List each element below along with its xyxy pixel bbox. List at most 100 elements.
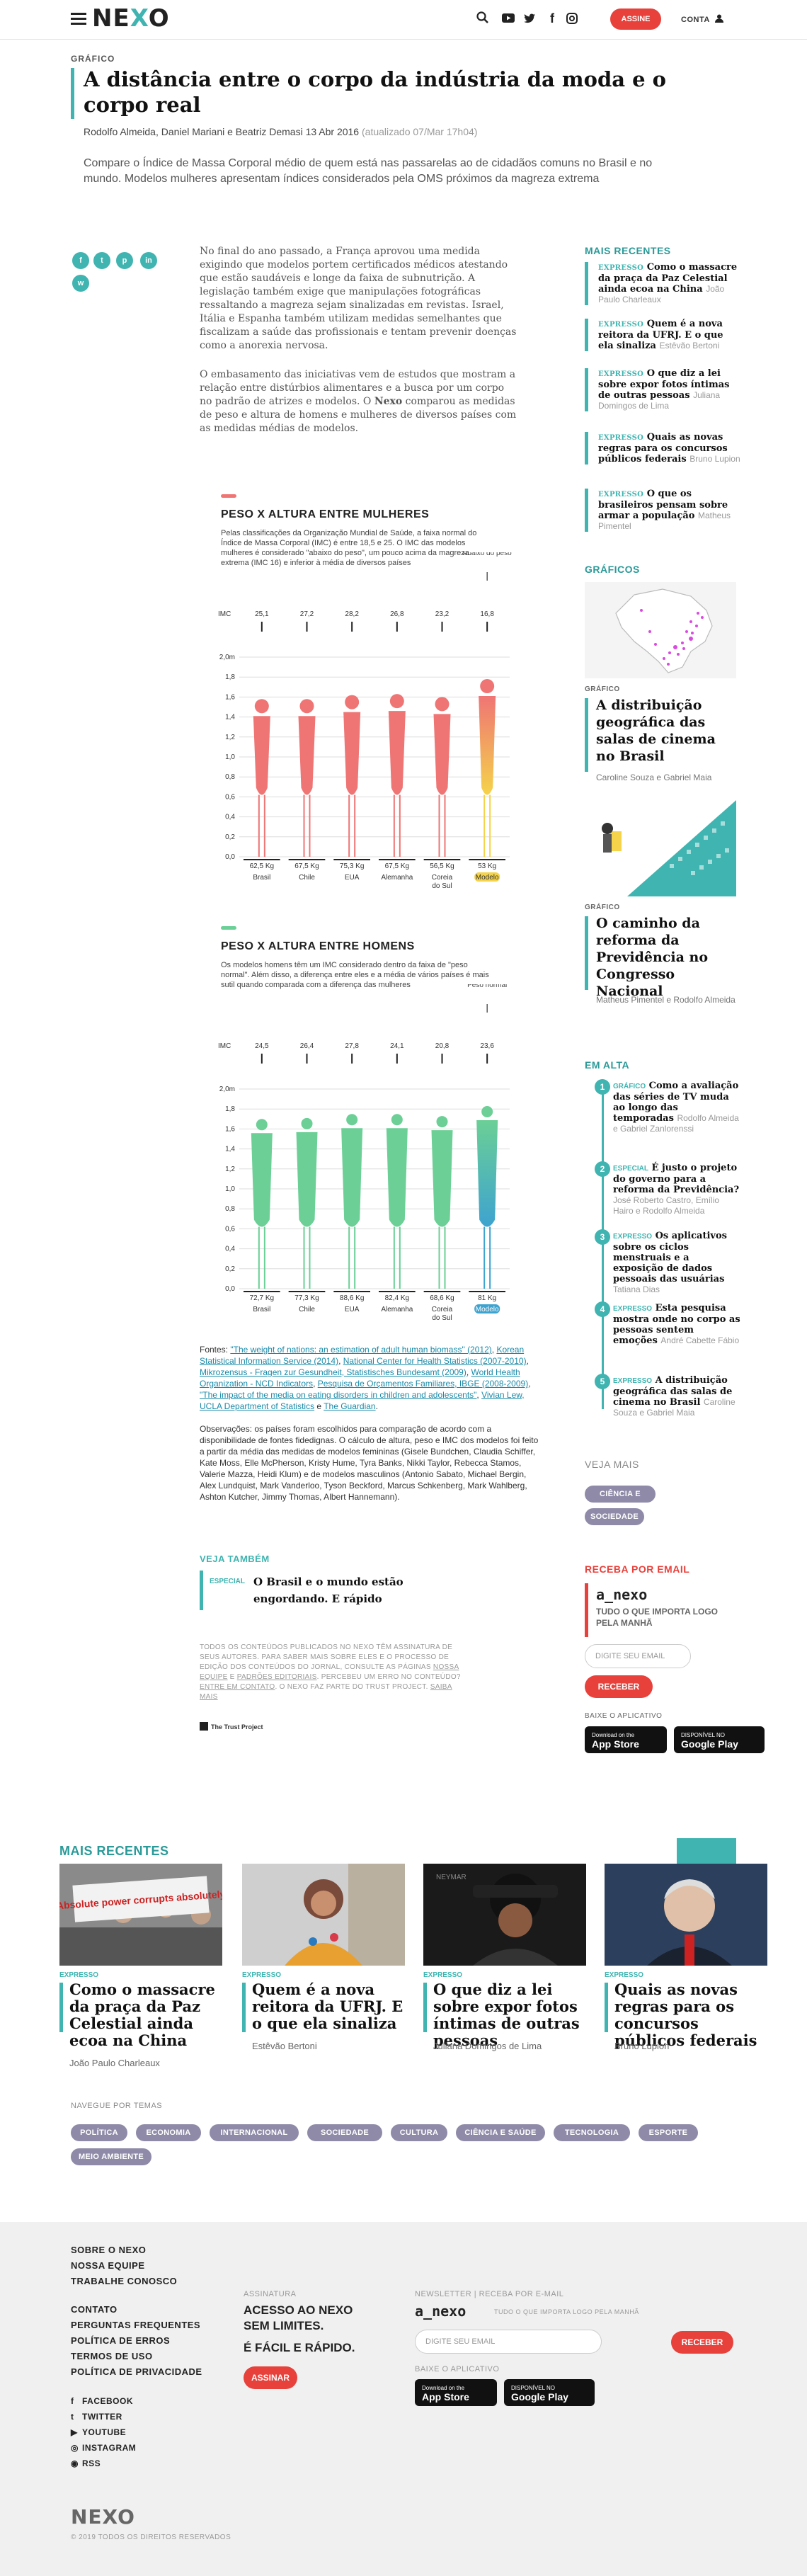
source-link[interactable]: The Guardian (324, 1401, 376, 1411)
grafico-1-title[interactable]: A distribuição geográfica das salas de c… (596, 697, 716, 764)
tag-ciencia-saude[interactable]: CIÊNCIA E SAÚDE (585, 1486, 656, 1515)
saiba-mais-link[interactable]: SAIBA MAIS (200, 1683, 452, 1701)
source-link[interactable]: Pesquisa de Orçamentos Familiares, IBGE … (317, 1379, 529, 1389)
tema-pill[interactable]: CIÊNCIA E SAÚDE (456, 2124, 545, 2141)
tema-pill[interactable]: TECNOLOGIA (554, 2124, 630, 2141)
bottom-recent-card[interactable]: NEYMAR EXPRESSO O que diz a lei sobre expo… (423, 1864, 586, 2076)
tag-sociedade[interactable]: SOCIEDADE (585, 1508, 644, 1525)
source-link[interactable]: World Health Organization - NCD Indicato… (200, 1367, 520, 1389)
card-tag: EXPRESSO (59, 1971, 99, 1979)
tema-pill[interactable]: MEIO AMBIENTE (71, 2148, 151, 2165)
footer-link[interactable]: TRABALHE CONOSCO (71, 2276, 178, 2286)
y-tick-label: 1,2 (225, 734, 235, 741)
tema-pill[interactable]: INTERNACIONAL (210, 2124, 299, 2141)
footer-assinar-button[interactable]: ASSINAR (244, 2366, 297, 2389)
footer-google-play-button[interactable]: DISPONÍVEL NO Google Play (504, 2379, 595, 2406)
y-tick-label: 1,6 (225, 693, 235, 701)
tema-pill[interactable]: CULTURA (391, 2124, 447, 2141)
share-facebook-icon[interactable]: f (72, 252, 89, 269)
bottom-recent-card[interactable]: EXPRESSO Quem é a nova reitora da UFRJ. E… (242, 1864, 405, 2076)
grafico-thumb-cinema-map[interactable] (585, 582, 736, 678)
alta-item[interactable]: GRÁFICO Como a avaliação das séries de T… (613, 1081, 740, 1134)
nossa-equipe-link[interactable]: NOSSA EQUIPE (200, 1663, 459, 1681)
grafico-2-title[interactable]: O caminho da reforma da Previdência no C… (596, 916, 709, 999)
footer-link[interactable]: PERGUNTAS FREQUENTES (71, 2320, 201, 2330)
share-linkedin-icon[interactable]: in (140, 252, 157, 269)
sidebar-recent-item[interactable]: EXPRESSO O que os brasileiros pensam sob… (585, 489, 740, 532)
chart-men: PESO X ALTURA ENTRE HOMENS Os modelos ho… (212, 921, 531, 1338)
alta-item[interactable]: EXPRESSO Esta pesquisa mostra onde no co… (613, 1303, 740, 1346)
footer-logo[interactable]: NEXO (71, 2505, 135, 2529)
sidebar-email-input[interactable]: DIGITE SEU EMAIL (585, 1644, 691, 1668)
alta-item[interactable]: EXPRESSO A distribuição geográfica das s… (613, 1375, 740, 1418)
figure-head (256, 1119, 268, 1131)
sidebar-recent-author: Bruno Lupion (689, 454, 740, 464)
footer-social-link[interactable]: ◉ RSS (71, 2458, 101, 2468)
byline-updated: (atualizado 07/Mar 17h04) (362, 126, 478, 137)
twitter-icon[interactable] (522, 11, 537, 25)
grafico-2-bar (585, 916, 588, 990)
sidebar-graficos-heading: GRÁFICOS (585, 564, 640, 575)
share-pinterest-icon[interactable]: p (116, 252, 133, 269)
entre-em-contato-link[interactable]: ENTRE EM CONTATO (200, 1683, 275, 1691)
source-link[interactable]: "The impact of the media on eating disor… (200, 1390, 477, 1400)
google-play-button[interactable]: DISPONÍVEL NO Google Play (674, 1726, 765, 1753)
sidebar-alta-heading: EM ALTA (585, 1059, 630, 1071)
footer-social-link[interactable]: ▶ YOUTUBE (71, 2427, 126, 2437)
footer-social-link[interactable]: f FACEBOOK (71, 2396, 133, 2406)
nexo-logo[interactable]: NEXO (92, 4, 170, 33)
footer-link[interactable]: TERMOS DE USO (71, 2351, 153, 2361)
sidebar-recent-item[interactable]: EXPRESSO Quem é a nova reitora da UFRJ. … (585, 319, 740, 351)
app-heading: BAIXE O APLICATIVO (585, 1712, 663, 1720)
alta-rank-badge: 2 (595, 1161, 610, 1177)
sidebar-recent-item[interactable]: EXPRESSO Quais as novas regras para os c… (585, 432, 740, 465)
alta-item[interactable]: EXPRESSO Os aplicativos sobre os ciclos … (613, 1231, 740, 1295)
alta-item[interactable]: ESPECIAL É justo o projeto do governo pa… (613, 1163, 740, 1216)
app-store-button[interactable]: Download on the App Store (585, 1726, 667, 1753)
facebook-icon[interactable]: f (550, 11, 554, 25)
footer-link[interactable]: POLÍTICA DE ERROS (71, 2335, 171, 2346)
assine-button[interactable]: ASSINE (610, 8, 661, 30)
footer-social-link[interactable]: ◎ INSTAGRAM (71, 2443, 136, 2453)
bottom-recent-card[interactable]: EXPRESSO Quais as novas regras para os co… (605, 1864, 767, 2076)
footer-app-heading: BAIXE O APLICATIVO (415, 2365, 500, 2373)
footer-link[interactable]: CONTATO (71, 2304, 118, 2315)
source-link[interactable]: Vivian Lew, UCLA Department of Statistic… (200, 1390, 525, 1411)
tema-pill[interactable]: ESPORTE (639, 2124, 698, 2141)
padroes-editoriais-link[interactable]: PADRÕES EDITORIAIS (236, 1673, 317, 1681)
footer-link[interactable]: SOBRE O NEXO (71, 2245, 147, 2255)
alta-tag: EXPRESSO (613, 1305, 653, 1313)
sidebar-recent-item[interactable]: EXPRESSO O que diz a lei sobre expor fot… (585, 368, 740, 411)
share-whatsapp-icon[interactable]: w (72, 275, 89, 292)
sidebar-receber-button[interactable]: RECEBER (585, 1675, 653, 1698)
footer-social-icon: ◉ (71, 2458, 79, 2468)
youtube-icon[interactable] (501, 11, 515, 25)
trust-project-logo[interactable]: The Trust Project (200, 1722, 263, 1731)
tema-pill[interactable]: ECONOMIA (136, 2124, 201, 2141)
chart-women-accent (221, 494, 236, 498)
footer-link[interactable]: POLÍTICA DE PRIVACIDADE (71, 2366, 202, 2377)
trust-project-label: The Trust Project (211, 1723, 263, 1731)
source-link[interactable]: Korean Statistical Information Service (… (200, 1345, 525, 1366)
byline-authors: Rodolfo Almeida, Daniel Mariani e Beatri… (84, 126, 360, 137)
tema-pill[interactable]: SOCIEDADE (307, 2124, 382, 2141)
account-link[interactable]: CONTA (681, 14, 723, 24)
sidebar-recent-item[interactable]: EXPRESSO Como o massacre da praça da Paz… (585, 262, 740, 305)
footer-link[interactable]: NOSSA EQUIPE (71, 2260, 145, 2271)
share-twitter-icon[interactable]: t (93, 252, 110, 269)
grafico-thumb-previdencia[interactable] (585, 800, 736, 896)
search-icon[interactable] (476, 11, 490, 25)
footer-email-input[interactable]: DIGITE SEU EMAIL (415, 2330, 602, 2354)
tema-pill[interactable]: POLÍTICA (71, 2124, 127, 2141)
footer-receber-button[interactable]: RECEBER (671, 2331, 733, 2354)
footer-app-store-button[interactable]: Download on the App Store (415, 2379, 497, 2406)
source-link[interactable]: "The weight of nations: an estimation of… (230, 1345, 492, 1355)
source-link[interactable]: Mikrozensus - Fragen zur Gesundheit, Sta… (200, 1367, 467, 1377)
veja-tambem-link[interactable]: O Brasil e o mundo estão engordando. E r… (253, 1575, 404, 1605)
sidebar-recent-title: O que os brasileiros pensam sobre armar … (598, 489, 728, 521)
source-link[interactable]: National Center for Health Statistics (2… (343, 1356, 527, 1366)
bottom-recent-card[interactable]: Absolute power corrupts absolutely EXPRES… (59, 1864, 222, 2076)
instagram-icon[interactable] (565, 11, 579, 25)
footer-social-link[interactable]: t TWITTER (71, 2412, 122, 2422)
hamburger-menu-icon[interactable] (71, 13, 86, 25)
